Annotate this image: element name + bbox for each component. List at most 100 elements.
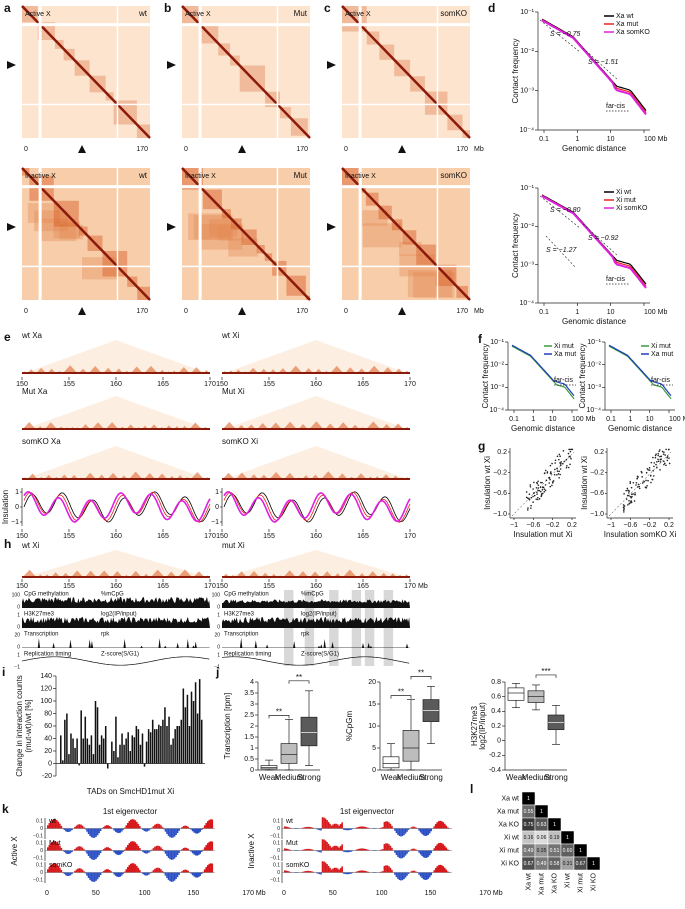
scatter-point xyxy=(556,468,558,470)
eigen-bar xyxy=(110,849,112,850)
eigen-bar xyxy=(414,871,416,873)
x-tick-label: 150 xyxy=(16,533,28,540)
track-tick: 0 xyxy=(17,644,20,650)
eigen-bar xyxy=(199,829,201,832)
eigen-bar xyxy=(445,848,447,851)
slope-label: S = −1.27 xyxy=(546,247,577,254)
eigen-bar xyxy=(98,829,100,834)
eigen-bar xyxy=(142,851,144,852)
x-tick-label: −0.6 xyxy=(623,522,637,529)
track-tick: −1 xyxy=(14,664,20,670)
eigen-bar xyxy=(138,846,140,851)
y-tick-label: −0.6 xyxy=(590,490,604,497)
track-name: H3K27me3 xyxy=(224,612,255,618)
eigen-bar xyxy=(390,824,392,829)
x-tick-label: 0 xyxy=(45,890,49,897)
eigen-bar xyxy=(154,825,156,829)
scatter-point xyxy=(623,493,625,495)
scatter-point xyxy=(649,469,651,471)
bar xyxy=(158,725,160,764)
eigen-bar xyxy=(160,869,162,872)
eigen-bar xyxy=(364,871,366,873)
scatter-point xyxy=(631,493,633,495)
row-label: Mut xyxy=(49,840,61,847)
eigen-bar xyxy=(133,841,135,850)
eigen-bar xyxy=(384,844,386,851)
eigen-bar xyxy=(326,842,328,850)
y-tick-label: 0.5 xyxy=(244,756,254,763)
eigen-bar xyxy=(358,827,360,829)
axis-unit: Mb xyxy=(474,308,484,315)
gap xyxy=(437,6,439,138)
scatter-point xyxy=(545,490,547,492)
eigen-bar xyxy=(147,851,149,854)
eigen-bar xyxy=(365,871,367,872)
eigen-bar xyxy=(433,848,435,850)
eigen-bar xyxy=(76,870,78,873)
map-title: Active X xyxy=(185,11,211,18)
sample-name: somKO xyxy=(440,171,467,180)
track-name: CpG methylation xyxy=(24,592,69,598)
y-tick-label: 80 xyxy=(44,710,52,717)
eigen-bar xyxy=(430,851,432,854)
eigen-bar xyxy=(430,829,432,832)
eigen-bar xyxy=(127,845,129,850)
eigen-bar xyxy=(334,846,336,851)
eigen-bar xyxy=(320,851,322,853)
eigen-bar xyxy=(346,829,348,831)
scatter-point xyxy=(627,489,629,491)
eigen-bar xyxy=(341,822,343,828)
eigen-bar xyxy=(166,829,168,834)
matrix-value: 0.63 xyxy=(537,822,547,828)
scatter-point xyxy=(537,497,539,499)
scatter-point xyxy=(636,478,638,480)
eigen-bar xyxy=(79,824,81,828)
scatter-point xyxy=(629,481,631,483)
bar xyxy=(127,732,129,763)
row-label: wt xyxy=(48,818,56,825)
y-tick-label: −0.1 xyxy=(33,877,43,883)
scatter-point xyxy=(538,484,540,486)
scatter-point xyxy=(634,500,636,502)
eigen-bar xyxy=(424,851,426,858)
eigen-bar xyxy=(359,849,361,851)
x-tick-label: 0.1 xyxy=(509,416,519,423)
eigen-bar xyxy=(308,849,310,851)
eigen-bar xyxy=(109,848,111,850)
panel-label: a xyxy=(4,1,11,15)
y-tick-label: 3.5 xyxy=(244,690,254,697)
eigen-bar xyxy=(304,871,306,872)
eigen-bar xyxy=(100,829,102,832)
bar xyxy=(99,745,101,764)
scatter-point xyxy=(665,449,667,451)
eigen-bar xyxy=(166,851,168,856)
x-tick-label: 0.1 xyxy=(606,416,616,423)
y-tick-label: 0 xyxy=(15,504,19,511)
eigen-bar xyxy=(169,829,171,838)
gap xyxy=(342,23,470,26)
arrow xyxy=(78,307,86,315)
legend-label: Xi mut xyxy=(554,343,574,350)
far-cis-label: far-cis xyxy=(606,276,626,283)
scatter-point xyxy=(568,449,570,451)
eigen-bar xyxy=(190,851,192,852)
eigen-bar xyxy=(418,873,420,875)
scatter-point xyxy=(535,498,537,500)
eigen-bar xyxy=(100,851,102,854)
gap xyxy=(182,185,310,188)
scatter-point xyxy=(530,505,532,507)
eigen-bar xyxy=(177,829,179,834)
eigen-bar xyxy=(139,870,141,872)
scatter-point xyxy=(546,480,548,482)
panel-label: h xyxy=(4,537,11,551)
eigen-bar xyxy=(175,873,177,880)
eigen-bar xyxy=(441,821,443,828)
eigen-bar xyxy=(435,846,437,850)
eigen-bar xyxy=(344,873,346,875)
scatter-point xyxy=(628,503,630,505)
eigen-bar xyxy=(97,829,99,836)
eigen-bar xyxy=(390,846,392,851)
track-tick: 100 xyxy=(212,592,221,598)
eigen-bar xyxy=(447,871,449,872)
bar xyxy=(97,707,99,763)
